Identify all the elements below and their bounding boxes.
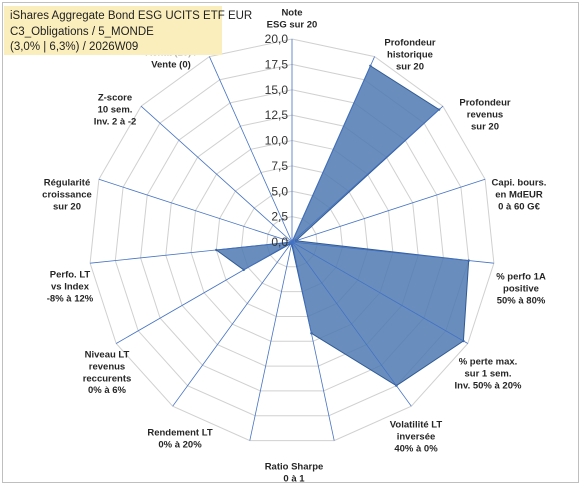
axis-label: Vente (0) [151, 60, 191, 71]
axis-label: Niveau LT revenus reccurents 0% à 6% [83, 350, 132, 397]
tick-label: 20,0 [265, 32, 289, 46]
axis-label-line: 40% à 0% [394, 443, 438, 454]
axis-label-line: Ratio Sharpe [265, 462, 324, 473]
axis-spoke [291, 241, 335, 441]
axis-spoke [249, 241, 293, 441]
axis-label-line: Niveau LT [85, 350, 130, 361]
tick-label: 10,0 [265, 134, 289, 148]
axis-label: % perfo 1A positive 50% à 80% [496, 272, 546, 307]
title-line-3: (3,0% | 6,3%) / 2026W09 [10, 41, 139, 53]
axis-label-line: sur 20 [396, 61, 424, 72]
radar-tick-labels: 0,0 2,5 5,0 7,5 10,0 12,5 15,0 17,5 20,0 [265, 32, 289, 249]
axis-label-line: revenus [89, 361, 125, 372]
title-line-1: iShares Aggregate Bond ESG UCITS ETF EUR [10, 10, 253, 22]
axis-label: Profondeur revenus sur 20 [459, 98, 510, 133]
axis-label: Z-score 10 sem. Inv. 2 à -2 [94, 93, 137, 128]
axis-label-line: 10 sem. [98, 104, 133, 115]
axis-label-line: % perte max. [459, 357, 518, 368]
axis-spoke [291, 241, 468, 344]
axis-label-line: 50% à 80% [497, 295, 546, 306]
axis-label-line: en MdEUR [495, 189, 543, 200]
axis-spoke [291, 241, 494, 264]
axis-label-line: % perfo 1A [496, 272, 546, 283]
title-line-2: C3_Obligations / 5_MONDE [10, 25, 154, 38]
axis-label-line: inversée [397, 431, 436, 442]
radar-grid [89, 38, 495, 442]
axis-label-line: revenus [467, 109, 503, 120]
axis-label-line: croissance [42, 189, 92, 200]
axis-spoke [140, 105, 293, 243]
axis-label-line: Z-score [98, 93, 132, 104]
grid-ring [114, 63, 470, 417]
grid-ring [240, 190, 344, 293]
axis-label-line: reccurents [83, 373, 132, 384]
axis-label: Volatilité LT inversée 40% à 0% [390, 420, 443, 455]
axis-label: Rendement LT 0% à 20% [147, 428, 212, 451]
tick-label: 17,5 [265, 57, 289, 71]
axis-label-line: Inv. 50% à 20% [455, 380, 522, 391]
axis-label-line: Profondeur [459, 98, 510, 109]
axis-label: Capi. bours. en MdEUR 0 à 60 G€ [492, 178, 547, 213]
axis-label: Note ESG sur 20 [267, 8, 318, 31]
axis-spoke [172, 241, 293, 407]
axis-label-line: -8% à 12% [47, 293, 94, 304]
axis-label-line: Volatilité LT [390, 420, 443, 431]
axis-label-line: ESG sur 20 [267, 19, 318, 30]
axis-spoke [98, 178, 293, 243]
grid-ring [89, 38, 495, 442]
axis-label-line: Capi. bours. [492, 178, 547, 189]
tick-label: 7,5 [271, 159, 288, 173]
grid-ring [165, 114, 419, 367]
axis-label: Régularité croissance sur 20 [42, 178, 92, 213]
axis-spoke [291, 178, 486, 243]
tick-label: 2,5 [271, 210, 288, 224]
axis-label: Profondeur historique sur 20 [384, 38, 435, 73]
axis-label: Perfo. LT vs Index -8% à 12% [47, 270, 94, 305]
axis-spoke [291, 56, 375, 243]
axis-label-line: sur 20 [471, 121, 499, 132]
chart-title: iShares Aggregate Bond ESG UCITS ETF EUR… [4, 6, 253, 55]
axis-spoke [291, 105, 444, 243]
tick-label: 5,0 [271, 184, 288, 198]
grid-ring [190, 139, 394, 342]
axis-spoke [291, 241, 412, 407]
axis-label: Ratio Sharpe 0 à 1 [265, 462, 324, 485]
tick-label: 15,0 [265, 83, 289, 97]
axis-label-line: Note [281, 8, 302, 19]
axis-label-line: 0 à 1 [283, 473, 305, 484]
axis-label-line: Profondeur [384, 38, 435, 49]
axis-label-line: Régularité [44, 178, 90, 189]
grid-ring [266, 216, 318, 268]
axis-label-line: vs Index [51, 281, 90, 292]
axis-label-line: 0% à 20% [158, 439, 202, 450]
axis-label-line: 0% à 6% [88, 385, 127, 396]
axis-label-line: Perfo. LT [50, 270, 91, 281]
grid-ring [140, 89, 444, 392]
tick-label: 12,5 [265, 108, 289, 122]
axis-label-line: 0 à 60 G€ [498, 201, 540, 212]
axis-spoke [115, 241, 293, 344]
tick-label: 0,0 [271, 235, 288, 249]
axis-label-line: sur 20 [53, 201, 81, 212]
axis-label-line: Inv. 2 à -2 [94, 116, 137, 127]
axis-label-line: sur 1 sem. [465, 368, 512, 379]
axis-spoke [90, 241, 293, 264]
axis-label-line: historique [387, 49, 433, 60]
axis-label-line: Vente (0) [151, 60, 191, 71]
radar-spokes [90, 39, 494, 441]
grid-ring [215, 165, 369, 317]
axis-label-line: Rendement LT [147, 428, 212, 439]
axis-spoke [209, 56, 293, 243]
axis-label: % perte max. sur 1 sem. Inv. 50% à 20% [455, 357, 522, 392]
axis-label-line: positive [503, 283, 539, 294]
